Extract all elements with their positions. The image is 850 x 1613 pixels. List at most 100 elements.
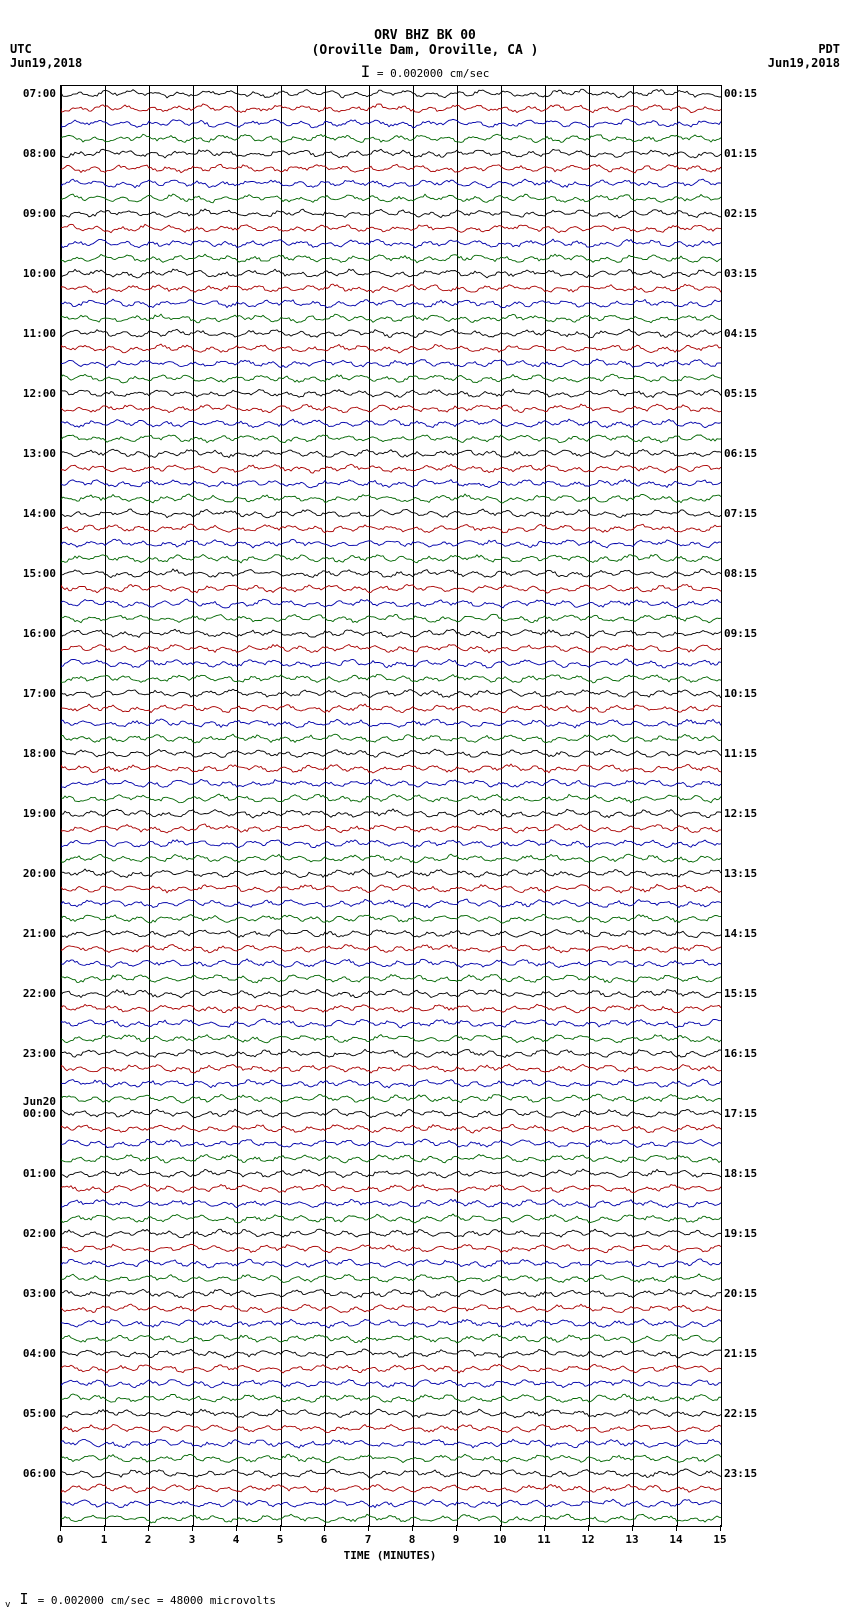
utc-hour-label: 19:00 (6, 807, 56, 820)
trace-line (61, 1109, 721, 1118)
trace-line (61, 374, 721, 383)
trace-line (61, 794, 721, 803)
utc-hour-label: 15:00 (6, 567, 56, 580)
date-left-label: Jun19,2018 (10, 56, 82, 70)
pdt-hour-label: 14:15 (724, 927, 774, 940)
trace-line (61, 779, 721, 787)
trace-line (61, 1424, 721, 1432)
x-tick-label: 4 (226, 1533, 246, 1546)
tz-left-label: UTC (10, 42, 32, 56)
trace-line (61, 479, 721, 487)
pdt-hour-label: 13:15 (724, 867, 774, 880)
pdt-hour-label: 11:15 (724, 747, 774, 760)
utc-hour-label: 14:00 (6, 507, 56, 520)
trace-line (61, 359, 721, 368)
title-line1: ORV BHZ BK 00 (0, 0, 850, 43)
x-tick-label: 7 (358, 1533, 378, 1546)
trace-line (61, 674, 721, 683)
utc-hour-label: 08:00 (6, 147, 56, 160)
trace-line (61, 1079, 721, 1088)
x-tick-label: 9 (446, 1533, 466, 1546)
pdt-hour-label: 22:15 (724, 1407, 774, 1420)
trace-line (61, 599, 721, 608)
utc-hour-label: 18:00 (6, 747, 56, 760)
trace-line (61, 524, 721, 533)
pdt-hour-label: 08:15 (724, 567, 774, 580)
trace-line (61, 179, 721, 188)
utc-hour-label: 02:00 (6, 1227, 56, 1240)
trace-line (61, 1364, 721, 1373)
trace-line (61, 1259, 721, 1268)
trace-line (61, 1304, 721, 1312)
trace-line (61, 1139, 721, 1147)
trace-line (61, 1394, 721, 1402)
pdt-hour-label: 05:15 (724, 387, 774, 400)
trace-line (61, 959, 721, 968)
trace-line (61, 104, 721, 113)
trace-line (61, 749, 721, 757)
pdt-hour-label: 17:15 (724, 1107, 774, 1120)
utc-hour-label: 01:00 (6, 1167, 56, 1180)
trace-line (61, 869, 721, 877)
trace-line (61, 1380, 721, 1388)
utc-hour-label: 04:00 (6, 1347, 56, 1360)
pdt-hour-label: 07:15 (724, 507, 774, 520)
utc-hour-label: 22:00 (6, 987, 56, 1000)
utc-hour-label: 10:00 (6, 267, 56, 280)
trace-line (61, 824, 721, 833)
trace-line (61, 614, 721, 622)
pdt-hour-label: 00:15 (724, 87, 774, 100)
trace-line (61, 1469, 721, 1478)
trace-line (61, 1064, 721, 1073)
trace-line (61, 1289, 721, 1298)
utc-hour-label: 17:00 (6, 687, 56, 700)
x-tick-label: 10 (490, 1533, 510, 1546)
trace-line (61, 930, 721, 938)
pdt-hour-label: 10:15 (724, 687, 774, 700)
pdt-hour-label: 06:15 (724, 447, 774, 460)
trace-line (61, 239, 721, 248)
trace-line (61, 299, 721, 307)
tz-right-label: PDT (818, 42, 840, 56)
x-tick-label: 12 (578, 1533, 598, 1546)
trace-line (61, 539, 721, 548)
x-tick-label: 2 (138, 1533, 158, 1546)
x-tick-label: 0 (50, 1533, 70, 1546)
trace-line (61, 1154, 721, 1162)
utc-hour-label: 12:00 (6, 387, 56, 400)
trace-line (61, 884, 721, 892)
pdt-hour-label: 23:15 (724, 1467, 774, 1480)
trace-line (61, 464, 721, 473)
trace-line (61, 1094, 721, 1103)
trace-line (61, 494, 721, 503)
trace-line (61, 764, 721, 773)
x-tick-label: 5 (270, 1533, 290, 1546)
trace-line (61, 194, 721, 203)
trace-line (61, 164, 721, 172)
trace-line (61, 569, 721, 578)
x-tick-label: 11 (534, 1533, 554, 1546)
x-axis-label: TIME (MINUTES) (60, 1549, 720, 1562)
pdt-hour-label: 16:15 (724, 1047, 774, 1060)
trace-line (61, 329, 721, 338)
trace-line (61, 419, 721, 428)
trace-line (61, 1409, 721, 1417)
trace-line (61, 449, 721, 457)
date-right-label: Jun19,2018 (768, 56, 840, 70)
x-tick-label: 3 (182, 1533, 202, 1546)
x-tick-label: 15 (710, 1533, 730, 1546)
trace-line (61, 89, 721, 98)
trace-line (61, 914, 721, 923)
trace-line (61, 314, 721, 323)
trace-line (61, 1499, 721, 1507)
trace-line (61, 1184, 721, 1192)
trace-line (61, 554, 721, 562)
footer-scale: v I = 0.002000 cm/sec = 48000 microvolts (5, 1590, 276, 1610)
trace-line (61, 1244, 721, 1252)
utc-hour-label: 13:00 (6, 447, 56, 460)
trace-line (61, 1454, 721, 1462)
pdt-hour-label: 20:15 (724, 1287, 774, 1300)
trace-line (61, 1049, 721, 1057)
trace-line (61, 1019, 721, 1028)
x-tick-label: 8 (402, 1533, 422, 1546)
